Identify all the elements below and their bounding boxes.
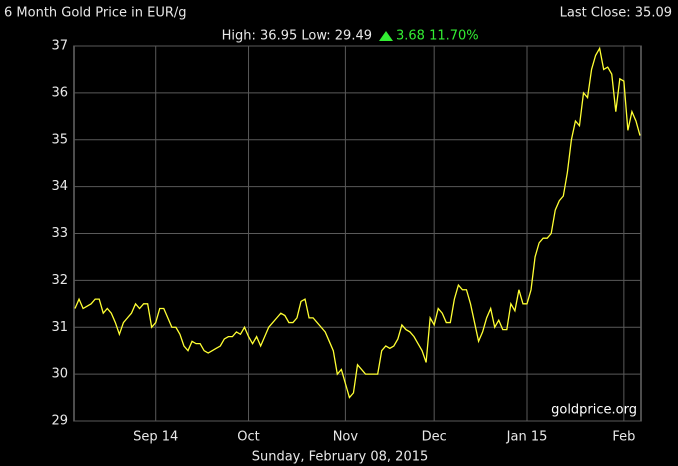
y-tick-label: 29 <box>51 414 68 429</box>
y-tick-label: 36 <box>51 85 68 100</box>
y-tick-label: 32 <box>51 273 68 288</box>
y-tick-label: 30 <box>51 367 68 382</box>
high-low: High: 36.95 Low: 29.49 <box>222 29 372 44</box>
last-close: Last Close: 35.09 <box>560 6 672 21</box>
up-arrow <box>379 31 393 41</box>
x-tick-label: Jan 15 <box>506 430 548 445</box>
watermark: goldprice.org <box>551 403 637 418</box>
y-tick-label: 31 <box>51 320 68 335</box>
y-tick-label: 33 <box>51 226 68 241</box>
date: Sunday, February 08, 2015 <box>252 450 429 465</box>
x-tick-label: Nov <box>333 430 359 445</box>
y-tick-label: 34 <box>51 179 68 194</box>
y-tick-label: 37 <box>51 39 68 54</box>
x-tick-label: Oct <box>237 430 259 445</box>
change: 3.68 11.70% <box>396 29 479 44</box>
y-tick-label: 35 <box>51 132 68 147</box>
price-line <box>74 46 641 399</box>
x-tick-label: Sep 14 <box>133 430 178 445</box>
chart-title: 6 Month Gold Price in EUR/g <box>4 6 187 21</box>
x-tick-label: Dec <box>422 430 447 445</box>
x-tick-label: Feb <box>612 430 635 445</box>
